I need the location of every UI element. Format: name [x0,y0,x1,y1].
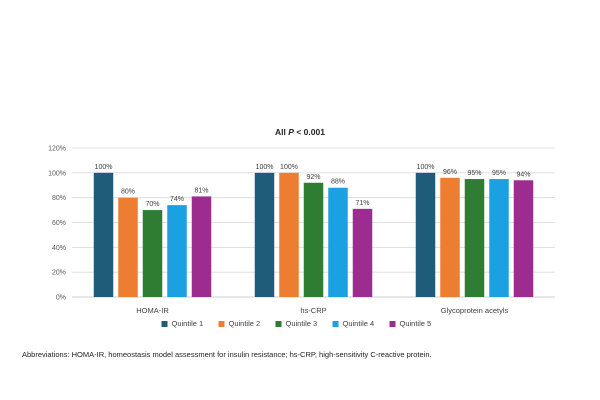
legend-swatch [161,321,168,327]
data-label: 95% [492,170,506,177]
y-tick-label: 100% [48,170,66,177]
y-tick-label: 0% [56,295,66,302]
footnote: Abbreviations: HOMA-IR, homeostasis mode… [22,350,432,359]
legend-label: Quintile 3 [286,319,318,328]
chart-title-suffix: < 0.001 [296,127,325,137]
data-label: 92% [306,174,320,181]
legend-swatch [275,321,282,327]
bar [254,172,275,297]
data-label: 100% [256,164,274,171]
legend-label: Quintile 5 [400,319,432,328]
data-label: 100% [417,164,435,171]
y-tick-label: 20% [52,270,66,277]
y-tick-label: 80% [52,195,66,202]
bar [440,177,460,297]
bar [191,196,212,297]
legend-label: Quintile 1 [172,319,204,328]
data-label: 95% [467,170,481,177]
data-label: 70% [145,201,159,208]
bar [513,180,534,297]
bar [415,172,436,297]
data-label: 88% [331,179,345,186]
y-axis-ticks: 0% 20% 40% 60% 80% 100% 120% [48,146,66,302]
data-label: 100% [95,164,113,171]
chart-title-italic: P [288,127,294,137]
data-label: 71% [355,200,369,207]
x-category-label: HOMA-IR [136,306,169,315]
x-axis-categories: HOMA-IR hs-CRP Glycoprotein acetyls [136,306,508,315]
data-label: 74% [170,196,184,203]
bars [93,172,534,297]
bar [303,182,324,297]
bar [328,187,348,297]
data-label: 96% [443,169,457,176]
legend-swatch [332,321,339,327]
data-label: 100% [280,164,298,171]
data-label: 94% [516,171,530,178]
bar [167,205,187,297]
bar [93,172,114,297]
data-label: 81% [194,187,208,194]
y-tick-label: 60% [52,220,66,227]
bar [142,210,163,297]
chart-title: All P < 0.001 [275,127,325,137]
x-category-label: Glycoprotein acetyls [441,306,509,315]
y-tick-label: 40% [52,245,66,252]
chart-title-prefix: All [275,127,286,137]
y-tick-label: 120% [48,146,66,153]
data-labels: 100% 80% 70% 74% 81% 100% 100% 92% 88% 71% 100% 96%… [95,164,531,208]
bar [279,172,299,297]
bar [464,179,485,297]
legend: Quintile 1 Quintile 2 Quintile 3 Quintile 4… [161,319,432,328]
legend-swatch [389,321,396,327]
bar [118,197,138,297]
legend-label: Quintile 4 [343,319,375,328]
bar [352,208,373,297]
x-category-label: hs-CRP [300,306,326,315]
legend-label: Quintile 2 [229,319,261,328]
data-label: 80% [121,189,135,196]
bar [489,179,509,297]
legend-swatch [218,321,225,327]
